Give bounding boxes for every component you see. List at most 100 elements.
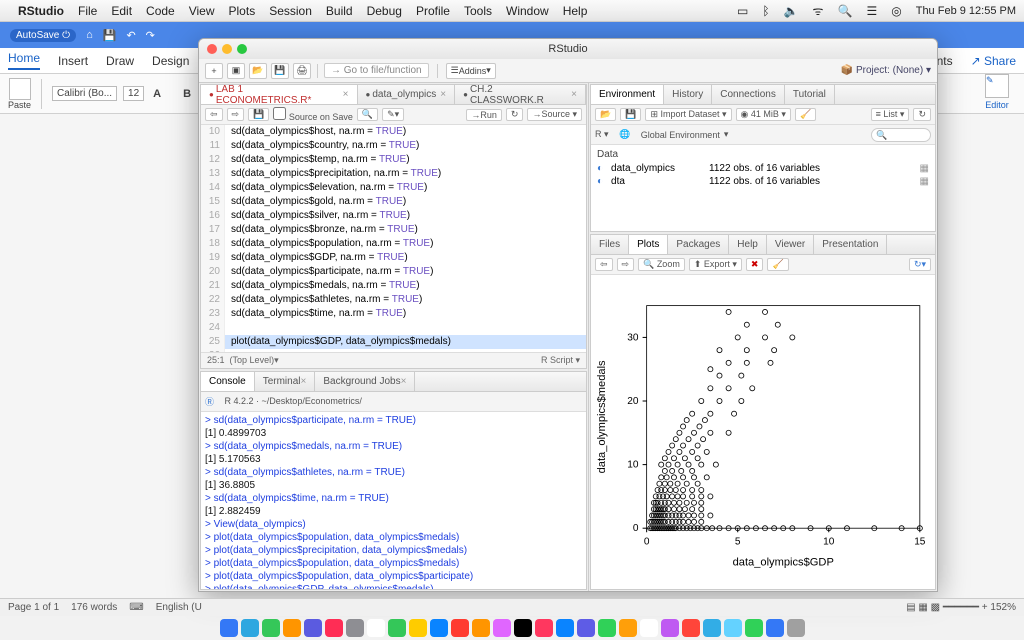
dock-app[interactable] — [577, 619, 595, 637]
open-button[interactable]: 📂 — [249, 63, 267, 79]
new-file-button[interactable]: + — [205, 63, 223, 79]
code-line[interactable]: 24 — [201, 321, 586, 335]
menu-file[interactable]: File — [78, 4, 97, 18]
spell-icon[interactable]: ⌨ — [129, 602, 143, 613]
console-tab[interactable]: Terminal × — [255, 372, 316, 391]
print-button[interactable]: 🖨 — [293, 63, 311, 79]
env-tab[interactable]: Tutorial — [785, 85, 835, 104]
control-center-icon[interactable]: ☰ — [866, 4, 877, 18]
broom-button[interactable]: 🧹 — [795, 108, 816, 121]
word-count[interactable]: 176 words — [71, 602, 117, 613]
code-line[interactable]: 16sd(data_olympics$silver, na.rm = TRUE) — [201, 209, 586, 223]
menu-code[interactable]: Code — [146, 4, 175, 18]
project-select[interactable]: 📦 Project: (None) ▾ — [841, 65, 931, 76]
refresh-button[interactable]: ↻ — [913, 108, 931, 121]
dock-app[interactable] — [409, 619, 427, 637]
code-line[interactable]: 22sd(data_olympics$athletes, na.rm = TRU… — [201, 293, 586, 307]
dock-app[interactable] — [598, 619, 616, 637]
dock-app[interactable] — [493, 619, 511, 637]
dock-app[interactable] — [535, 619, 553, 637]
menu-help[interactable]: Help — [563, 4, 588, 18]
search-icon[interactable]: 🔍 — [838, 4, 853, 18]
home-icon[interactable]: ⌂ — [86, 29, 93, 41]
dock-app[interactable] — [724, 619, 742, 637]
plot-fwd-button[interactable]: ⇨ — [617, 258, 635, 271]
list-button[interactable]: ≡ List ▾ — [871, 108, 910, 121]
dock-app[interactable] — [451, 619, 469, 637]
size-select[interactable]: 12 — [123, 86, 144, 101]
save-env-button[interactable]: 💾 — [620, 108, 641, 121]
addins-button[interactable]: ☰ Addins ▾ — [446, 63, 496, 79]
code-line[interactable]: 12sd(data_olympics$temp, na.rm = TRUE) — [201, 153, 586, 167]
dock-app[interactable] — [619, 619, 637, 637]
menu-tools[interactable]: Tools — [464, 4, 492, 18]
share-button[interactable]: ↗ Share — [971, 54, 1016, 68]
goto-input[interactable]: → Go to file/function — [324, 63, 429, 78]
word-tab-design[interactable]: Design — [152, 54, 189, 68]
code-line[interactable]: 25plot(data_olympics$GDP, data_olympics$… — [201, 335, 586, 349]
code-line[interactable]: 21sd(data_olympics$medals, na.rm = TRUE) — [201, 279, 586, 293]
fwd-button[interactable]: ⇨ — [227, 108, 245, 121]
size-up[interactable]: A — [150, 88, 164, 100]
dock-app[interactable] — [640, 619, 658, 637]
dock-app[interactable] — [430, 619, 448, 637]
source-tab[interactable]: ●LAB 1 ECONOMETRICS.R* × — [201, 85, 358, 104]
minimize-icon[interactable] — [222, 44, 232, 54]
redo-icon[interactable]: ↷ — [146, 29, 155, 42]
dock-app[interactable] — [220, 619, 238, 637]
code-line[interactable]: 15sd(data_olympics$gold, na.rm = TRUE) — [201, 195, 586, 209]
plot-tab[interactable]: Files — [591, 235, 629, 254]
undo-icon[interactable]: ↶ — [126, 29, 135, 42]
save-icon[interactable]: 💾 — [103, 29, 117, 42]
code-line[interactable]: 11sd(data_olympics$country, na.rm = TRUE… — [201, 139, 586, 153]
font-select[interactable]: Calibri (Bo... — [52, 86, 117, 101]
code-line[interactable]: 20sd(data_olympics$participate, na.rm = … — [201, 265, 586, 279]
editor-icon[interactable]: ✎ — [985, 74, 1009, 98]
env-tab[interactable]: History — [664, 85, 712, 104]
view-buttons[interactable]: ▤ ▦ ▩ — [906, 602, 940, 613]
siri-icon[interactable]: ◎ — [891, 4, 901, 18]
dock-app[interactable] — [304, 619, 322, 637]
env-row[interactable]: ◐data_olympics1122 obs. of 16 variables▦ — [597, 162, 929, 175]
source-tab[interactable]: ●data_olympics × — [358, 85, 456, 104]
autosave-toggle[interactable]: AutoSave ⏻ — [10, 29, 76, 42]
menu-view[interactable]: View — [189, 4, 215, 18]
save-src-button[interactable]: 💾 — [248, 108, 269, 121]
dock-app[interactable] — [367, 619, 385, 637]
source-button[interactable]: →Source ▾ — [527, 108, 582, 121]
plot-tab[interactable]: Presentation — [814, 235, 887, 254]
env-tab[interactable]: Connections — [712, 85, 785, 104]
dock-app[interactable] — [682, 619, 700, 637]
clock[interactable]: Thu Feb 9 12:55 PM — [916, 5, 1016, 17]
dock-app[interactable] — [703, 619, 721, 637]
plot-back-button[interactable]: ⇦ — [595, 258, 613, 271]
word-tab-insert[interactable]: Insert — [58, 54, 88, 68]
plot-tab[interactable]: Plots — [629, 235, 668, 254]
dock-app[interactable] — [514, 619, 532, 637]
dock-app[interactable] — [745, 619, 763, 637]
mem-button[interactable]: ◉ 41 MiB ▾ — [736, 108, 791, 121]
menu-plots[interactable]: Plots — [229, 4, 256, 18]
maximize-icon[interactable] — [237, 44, 247, 54]
menu-build[interactable]: Build — [326, 4, 353, 18]
console-tab[interactable]: Background Jobs × — [315, 372, 415, 391]
dock-app[interactable] — [262, 619, 280, 637]
dock-app[interactable] — [661, 619, 679, 637]
source-tab[interactable]: ●CH.2 CLASSWORK.R × — [455, 85, 586, 104]
lang-indicator[interactable]: English (U — [156, 602, 202, 613]
clear-plot-button[interactable]: ✖ — [746, 258, 764, 271]
code-line[interactable]: 17sd(data_olympics$bronze, na.rm = TRUE) — [201, 223, 586, 237]
dock-app[interactable] — [346, 619, 364, 637]
dock-app[interactable] — [388, 619, 406, 637]
wand-button[interactable]: ✎▾ — [382, 108, 404, 121]
code-line[interactable]: 14sd(data_olympics$elevation, na.rm = TR… — [201, 181, 586, 195]
plot-tab[interactable]: Help — [729, 235, 767, 254]
code-line[interactable]: 13sd(data_olympics$precipitation, na.rm … — [201, 167, 586, 181]
source-editor[interactable]: 10sd(data_olympics$host, na.rm = TRUE)11… — [201, 125, 586, 352]
menu-debug[interactable]: Debug — [367, 4, 402, 18]
rerun-button[interactable]: ↻ — [506, 108, 524, 121]
publish-button[interactable]: ↻▾ — [909, 258, 931, 271]
menu-session[interactable]: Session — [269, 4, 312, 18]
import-button[interactable]: ⊞ Import Dataset ▾ — [645, 108, 731, 121]
word-tab-home[interactable]: Home — [8, 51, 40, 70]
